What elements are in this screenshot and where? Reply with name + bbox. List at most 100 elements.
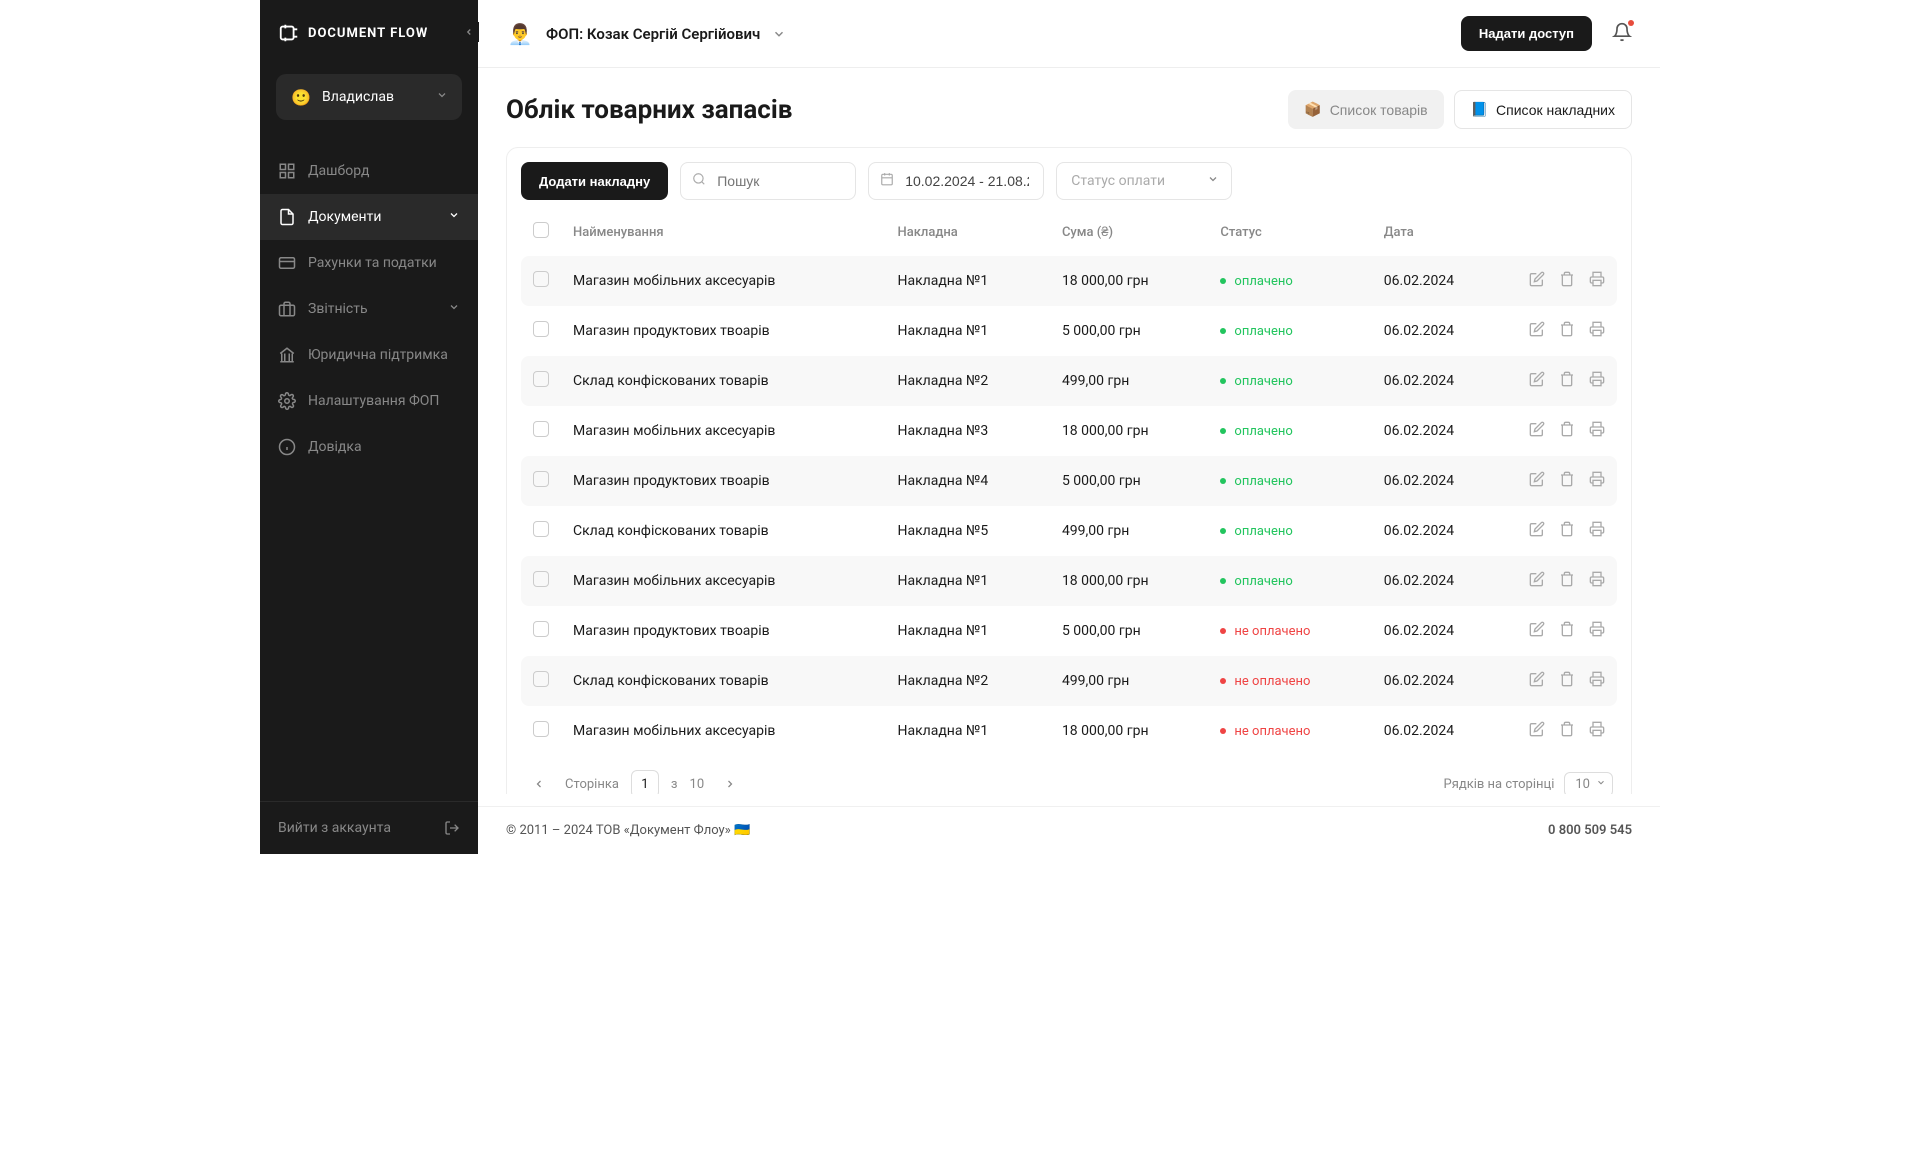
status-filter-label: Статус оплати xyxy=(1071,173,1165,189)
edit-button[interactable] xyxy=(1529,371,1545,391)
col-name: Найменування xyxy=(561,208,885,256)
sidebar-collapse-button[interactable] xyxy=(459,22,479,42)
user-name: Владислав xyxy=(322,89,394,105)
table-row: Магазин мобільних аксесуарівНакладна №11… xyxy=(521,256,1617,306)
invoices-card: Додати накладну Статус оп xyxy=(506,147,1632,794)
row-checkbox[interactable] xyxy=(533,521,549,537)
status-dot-icon xyxy=(1220,528,1226,534)
status-badge: оплачено xyxy=(1220,324,1359,339)
nav-reports[interactable]: Звітність xyxy=(260,286,478,332)
gear-icon xyxy=(278,392,296,410)
edit-button[interactable] xyxy=(1529,721,1545,741)
delete-button[interactable] xyxy=(1559,421,1575,441)
table-row: Магазин продуктових твоарівНакладна №45 … xyxy=(521,456,1617,506)
bank-icon xyxy=(278,346,296,364)
print-button[interactable] xyxy=(1589,371,1605,391)
edit-button[interactable] xyxy=(1529,471,1545,491)
print-button[interactable] xyxy=(1589,271,1605,291)
print-button[interactable] xyxy=(1589,621,1605,641)
row-checkbox[interactable] xyxy=(533,571,549,587)
document-icon xyxy=(278,208,296,226)
notifications-button[interactable] xyxy=(1612,22,1632,46)
status-badge: не оплачено xyxy=(1220,624,1359,639)
select-all-checkbox[interactable] xyxy=(533,222,549,238)
row-checkbox[interactable] xyxy=(533,621,549,637)
nav-documents[interactable]: Документи xyxy=(260,194,478,240)
search-input[interactable] xyxy=(680,162,856,200)
print-button[interactable] xyxy=(1589,421,1605,441)
status-filter-select[interactable]: Статус оплати xyxy=(1056,162,1232,200)
edit-button[interactable] xyxy=(1529,671,1545,691)
logout-icon xyxy=(444,820,460,836)
print-button[interactable] xyxy=(1589,721,1605,741)
row-checkbox[interactable] xyxy=(533,371,549,387)
delete-button[interactable] xyxy=(1559,271,1575,291)
nav-dashboard[interactable]: Дашборд xyxy=(260,148,478,194)
info-icon xyxy=(278,438,296,456)
next-page-button[interactable] xyxy=(716,770,744,794)
cell-invoice: Накладна №1 xyxy=(885,556,1049,606)
briefcase-icon xyxy=(278,300,296,318)
grant-access-button[interactable]: Надати доступ xyxy=(1461,16,1592,51)
status-dot-icon xyxy=(1220,428,1226,434)
row-checkbox[interactable] xyxy=(533,421,549,437)
cell-name: Магазин продуктових твоарів xyxy=(561,456,885,506)
status-badge: не оплачено xyxy=(1220,724,1359,739)
row-checkbox[interactable] xyxy=(533,721,549,737)
col-status: Статус xyxy=(1208,208,1371,256)
org-switcher[interactable]: 👨‍💼 ФОП: Козак Сергій Сергійович xyxy=(506,20,786,48)
nav-settings[interactable]: Налаштування ФОП xyxy=(260,378,478,424)
cell-name: Магазин мобільних аксесуарів xyxy=(561,556,885,606)
delete-button[interactable] xyxy=(1559,321,1575,341)
delete-button[interactable] xyxy=(1559,621,1575,641)
print-button[interactable] xyxy=(1589,671,1605,691)
delete-button[interactable] xyxy=(1559,721,1575,741)
row-checkbox[interactable] xyxy=(533,671,549,687)
rows-per-page-select[interactable]: 10 xyxy=(1564,772,1613,795)
nav-accounts[interactable]: Рахунки та податки xyxy=(260,240,478,286)
user-switcher[interactable]: 🙂 Владислав xyxy=(276,74,462,120)
edit-button[interactable] xyxy=(1529,621,1545,641)
delete-button[interactable] xyxy=(1559,521,1575,541)
print-button[interactable] xyxy=(1589,321,1605,341)
date-range-input[interactable] xyxy=(868,162,1044,200)
delete-button[interactable] xyxy=(1559,471,1575,491)
cell-name: Магазин продуктових твоарів xyxy=(561,306,885,356)
view-invoices-button[interactable]: 📘 Список накладних xyxy=(1454,90,1632,129)
nav-help-label: Довідка xyxy=(308,439,362,455)
cell-date: 06.02.2024 xyxy=(1372,506,1507,556)
edit-button[interactable] xyxy=(1529,321,1545,341)
delete-button[interactable] xyxy=(1559,571,1575,591)
cell-name: Склад конфіскованих товарів xyxy=(561,356,885,406)
nav-legal[interactable]: Юридична підтримка xyxy=(260,332,478,378)
view-products-button[interactable]: 📦 Список товарів xyxy=(1288,90,1443,129)
cell-invoice: Накладна №5 xyxy=(885,506,1049,556)
user-avatar: 🙂 xyxy=(290,86,312,108)
table-row: Склад конфіскованих товарівНакладна №249… xyxy=(521,356,1617,406)
print-button[interactable] xyxy=(1589,471,1605,491)
edit-button[interactable] xyxy=(1529,521,1545,541)
edit-button[interactable] xyxy=(1529,421,1545,441)
row-checkbox[interactable] xyxy=(533,471,549,487)
nav-help[interactable]: Довідка xyxy=(260,424,478,470)
chevron-down-icon xyxy=(436,89,448,105)
table-row: Магазин мобільних аксесуарівНакладна №31… xyxy=(521,406,1617,456)
delete-button[interactable] xyxy=(1559,371,1575,391)
cell-invoice: Накладна №4 xyxy=(885,456,1049,506)
table-row: Магазин мобільних аксесуарівНакладна №11… xyxy=(521,556,1617,606)
edit-button[interactable] xyxy=(1529,271,1545,291)
status-dot-icon xyxy=(1220,578,1226,584)
cell-date: 06.02.2024 xyxy=(1372,406,1507,456)
print-button[interactable] xyxy=(1589,521,1605,541)
add-invoice-button[interactable]: Додати накладну xyxy=(521,162,668,200)
prev-page-button[interactable] xyxy=(525,770,553,794)
logout-button[interactable]: Вийти з аккаунта xyxy=(260,801,478,854)
print-button[interactable] xyxy=(1589,571,1605,591)
box-icon: 📦 xyxy=(1304,101,1321,118)
row-checkbox[interactable] xyxy=(533,321,549,337)
edit-button[interactable] xyxy=(1529,571,1545,591)
cell-amount: 18 000,00 грн xyxy=(1050,556,1208,606)
delete-button[interactable] xyxy=(1559,671,1575,691)
page-label: Сторінка xyxy=(565,777,619,792)
row-checkbox[interactable] xyxy=(533,271,549,287)
